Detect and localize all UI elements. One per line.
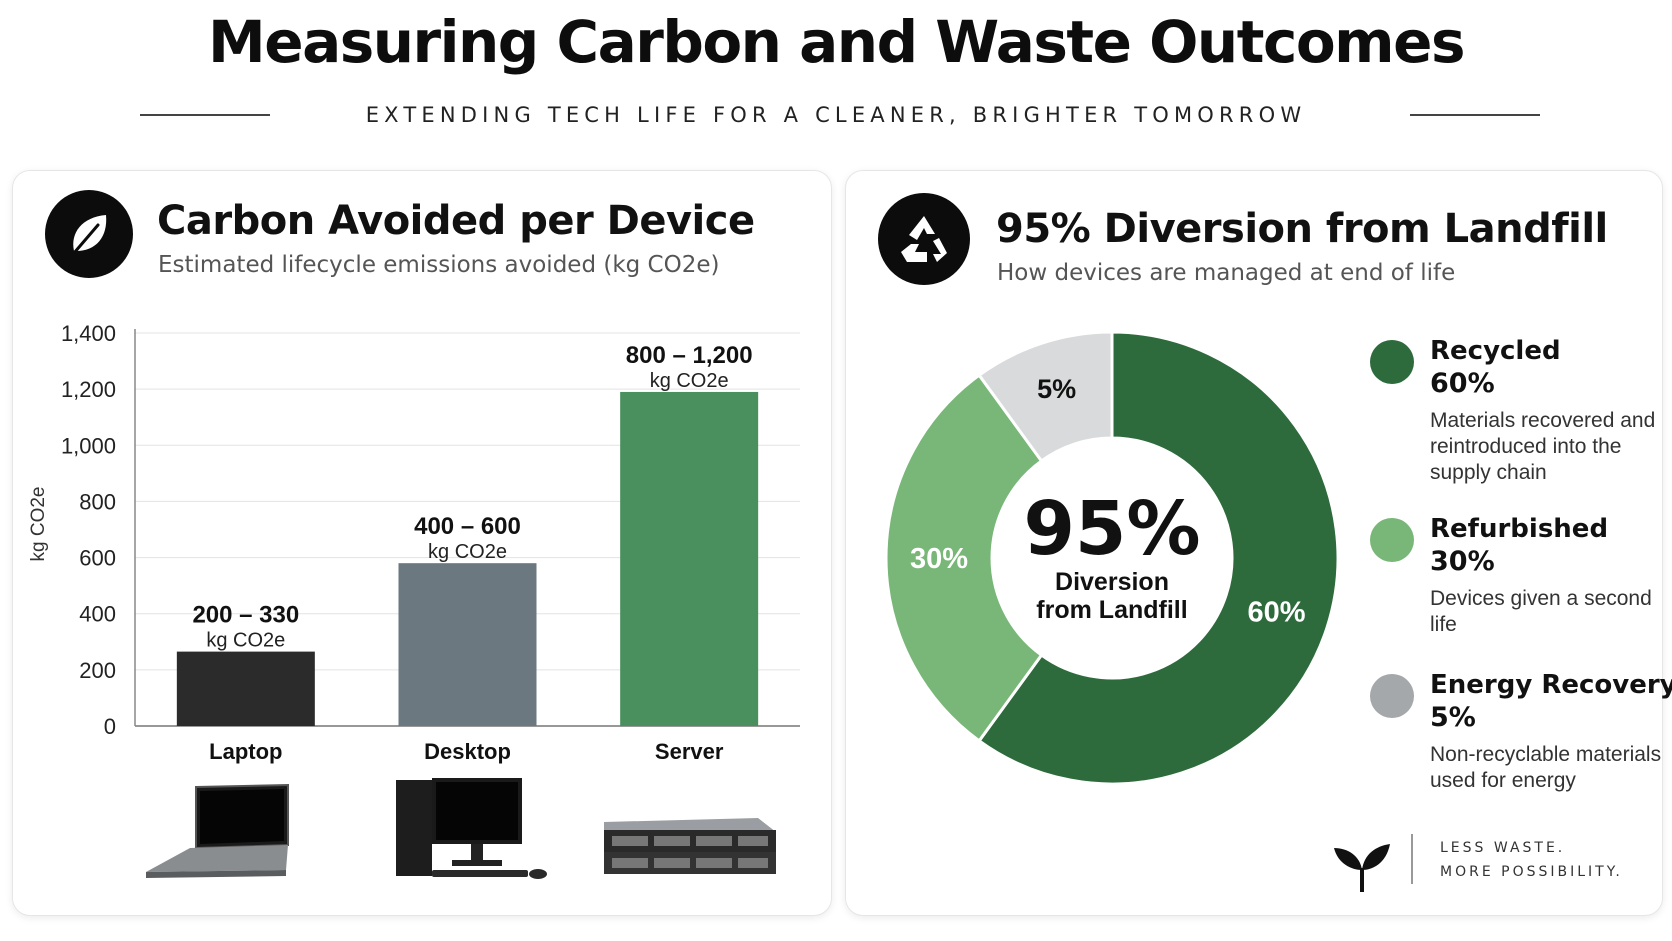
legend-desc: Devices given a second life [1430,587,1652,636]
legend-pct: 60% [1430,368,1495,399]
page-subtitle: EXTENDING TECH LIFE FOR A CLEANER, BRIGH… [365,103,1307,127]
legend-dot-energy-recovery [1370,674,1414,718]
legend-name: Energy Recovery [1430,670,1672,700]
tagline-line1: LESS WASTE. [1440,840,1566,856]
carbon-card [12,170,832,916]
diversion-card-subtitle: How devices are managed at end of life [997,260,1456,286]
leaf-icon [45,190,133,278]
diversion-card-title: 95% Diversion from Landfill [996,206,1608,252]
carbon-card-subtitle: Estimated lifecycle emissions avoided (k… [158,252,720,278]
tagline-divider [1411,834,1413,884]
subtitle-row: EXTENDING TECH LIFE FOR A CLEANER, BRIGH… [0,100,1672,130]
legend-name: Refurbished [1430,514,1609,544]
legend-name: Recycled [1430,336,1561,366]
legend-desc: Materials recovered and reintroduced int… [1430,409,1656,484]
subtitle-divider-right [1410,114,1540,116]
sprout-icon [1330,838,1394,899]
legend-pct: 5% [1430,702,1476,733]
carbon-card-title: Carbon Avoided per Device [157,198,755,244]
legend-desc: Non-recyclable materials used for energy [1430,743,1662,792]
legend-pct: 30% [1430,546,1495,577]
legend-dot-refurbished [1370,518,1414,562]
subtitle-divider-left [140,114,270,116]
legend-dot-recycled [1370,340,1414,384]
tagline-line2: MORE POSSIBILITY. [1440,864,1623,880]
recycle-icon [878,193,970,285]
page-title: Measuring Carbon and Waste Outcomes [208,8,1465,76]
